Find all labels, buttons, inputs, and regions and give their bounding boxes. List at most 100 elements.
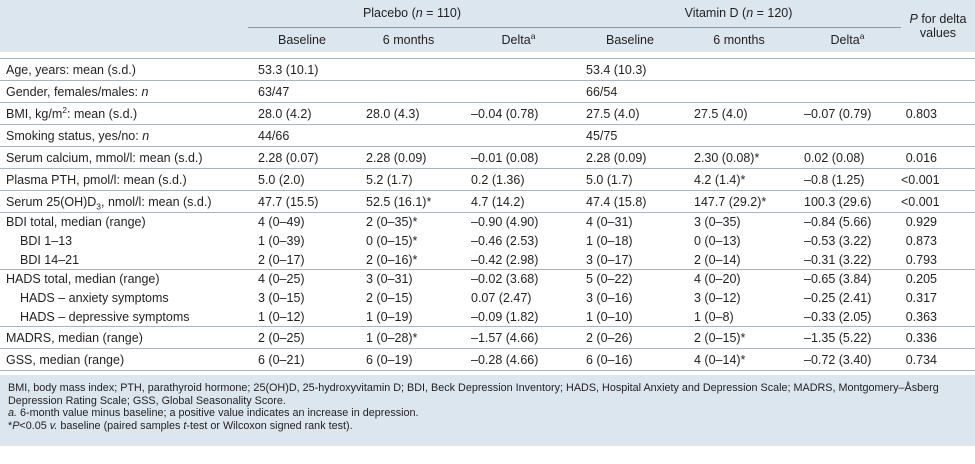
- p-value: 0.793: [901, 250, 975, 270]
- cell-value: –1.57 (4.66): [461, 326, 576, 349]
- text-run: P: [12, 419, 20, 432]
- row-label: Plasma PTH, pmol/l: mean (s.d.): [0, 168, 248, 191]
- cell-value: 3 (0–35): [684, 213, 794, 232]
- cell-value: –0.28 (4.66): [461, 348, 576, 371]
- cell-value: 5.2 (1.7): [356, 168, 461, 191]
- cell-text: <0.001: [901, 172, 940, 187]
- text-run: n: [142, 128, 150, 143]
- table-row: HADS – depressive symptoms 1 (0–12) 1 (0–1…: [0, 307, 975, 327]
- text-run: P: [909, 12, 918, 26]
- cell-value: –0.84 (5.66): [794, 213, 901, 232]
- cell-text: 2.30 (0.08)*: [694, 150, 760, 165]
- cell-text: 2.28 (0.09): [586, 150, 647, 165]
- cell-value: –0.42 (2.98): [461, 250, 576, 270]
- cell-value: 2.28 (0.07): [248, 146, 356, 169]
- cell-text: 100.3 (29.6): [804, 194, 872, 209]
- cell-value: 5 (0–22): [576, 270, 684, 289]
- p-value: 0.929: [901, 213, 975, 232]
- cell-text: 4 (0–14)*: [694, 352, 746, 367]
- table-row: Gender, females/males: n 63/47 66/54: [0, 80, 975, 103]
- cell-text: 5.0 (1.7): [586, 172, 633, 187]
- text-run: BDI 1–13: [20, 234, 73, 248]
- p-value: 0.734: [901, 348, 975, 371]
- cell-text: 66/54: [586, 84, 618, 99]
- cell-value: 27.5 (4.0): [684, 102, 794, 125]
- cell-text: 47.4 (15.8): [586, 194, 647, 209]
- table-row: Serum calcium, mmol/l: mean (s.d.) 2.28 (…: [0, 146, 975, 169]
- row-label: HADS total, median (range): [0, 270, 248, 289]
- cell-text: 2 (0–25): [258, 330, 305, 345]
- subheader: Baseline: [576, 27, 684, 52]
- cell-text: 5.0 (2.0): [258, 172, 305, 187]
- cell-text: 6 (0–19): [366, 352, 413, 367]
- cell-text: 1 (0–10): [586, 309, 633, 324]
- text-run: 6 months: [382, 32, 435, 47]
- cell-text: 0.07 (2.47): [471, 291, 532, 305]
- cell-text: –0.28 (4.66): [471, 352, 539, 367]
- cell-text: 1 (0–18): [586, 234, 633, 248]
- cell-value: 4.2 (1.4)*: [684, 168, 794, 191]
- row-label: BDI total, median (range): [0, 213, 248, 232]
- cell-text: 3 (0–12): [694, 291, 741, 305]
- cell-value: 28.0 (4.3): [356, 102, 461, 125]
- cell-text: 2 (0–35)*: [366, 215, 418, 230]
- text-run: for delta values: [917, 12, 967, 40]
- cell-value: 4 (0–31): [576, 213, 684, 232]
- cell-text: 0.317: [905, 291, 937, 305]
- cell-value: –0.04 (0.78): [461, 102, 576, 125]
- cell-text: 52.5 (16.1)*: [366, 194, 432, 209]
- cell-text: 4 (0–49): [258, 215, 305, 230]
- table-header: Placebo (n = 110) Vitamin D (n = 120) P fo…: [0, 0, 975, 52]
- table-row: Smoking status, yes/no: n 44/66 45/75: [0, 124, 975, 147]
- note: *P<0.05 v. baseline (paired samples t-te…: [8, 420, 967, 433]
- cell-value: 1 (0–19): [356, 307, 461, 327]
- row-label: MADRS, median (range): [0, 326, 248, 349]
- cell-value: 3 (0–16): [576, 289, 684, 308]
- text-run: HADS – anxiety symptoms: [20, 291, 169, 305]
- cell-text: 2 (0–14): [694, 252, 741, 267]
- text-run: a.: [8, 407, 18, 419]
- text-run: -test or Wilcoxon signed rank test).: [186, 419, 353, 432]
- table-row: HADS total, median (range) 4 (0–25) 3 (0–3…: [0, 270, 975, 289]
- header-row: Placebo (n = 110) Vitamin D (n = 120) P fo…: [0, 0, 975, 40]
- cell-text: 2 (0–16)*: [366, 252, 418, 267]
- cell-text: 47.7 (15.5): [258, 194, 319, 209]
- cell-text: 2 (0–26): [586, 330, 633, 345]
- text-run: HADS total, median (range): [6, 272, 160, 287]
- text-run: MADRS, median (range): [6, 330, 143, 345]
- cell-text: –0.07 (0.79): [804, 106, 872, 121]
- row-label: HADS – depressive symptoms: [0, 307, 248, 327]
- subheader: Deltaa: [461, 27, 576, 52]
- cell-value: 3 (0–15): [248, 289, 356, 308]
- cell-text: –0.09 (1.82): [471, 309, 539, 324]
- cell-text: <0.001: [901, 194, 940, 209]
- cell-value: 2 (0–14): [684, 250, 794, 270]
- cell-value: –0.07 (0.79): [794, 102, 901, 125]
- row-label: Serum calcium, mmol/l: mean (s.d.): [0, 146, 248, 169]
- cell-value: –1.35 (5.22): [794, 326, 901, 349]
- cell-value: 4 (0–49): [248, 213, 356, 232]
- cell-text: 2 (0–17): [258, 252, 305, 267]
- cell-text: –0.25 (2.41): [804, 291, 872, 305]
- cell-value: 2 (0–35)*: [356, 213, 461, 232]
- cell-text: 2.28 (0.07): [258, 150, 319, 165]
- cell-text: 27.5 (4.0): [586, 106, 640, 121]
- cell-text: 28.0 (4.3): [366, 106, 420, 121]
- cell-value: 2 (0–26): [576, 326, 684, 349]
- cell-value: –0.31 (3.22): [794, 250, 901, 270]
- cell-value: 4 (0–14)*: [684, 348, 794, 371]
- cell-text: 147.7 (29.2)*: [694, 194, 767, 209]
- cell-value: 45/75: [576, 124, 684, 147]
- cell-text: 4.2 (1.4)*: [694, 172, 746, 187]
- cell-value: 2 (0–17): [248, 250, 356, 270]
- cell-value: [794, 80, 901, 103]
- cell-value: 1 (0–8): [684, 307, 794, 327]
- cell-value: 63/47: [248, 80, 356, 103]
- cell-text: –1.35 (5.22): [804, 330, 872, 345]
- cell-value: –0.46 (2.53): [461, 232, 576, 251]
- cell-value: 5.0 (2.0): [248, 168, 356, 191]
- cell-text: 0.734: [905, 352, 937, 367]
- cell-text: 28.0 (4.2): [258, 106, 312, 121]
- cell-value: 53.4 (10.3): [576, 58, 684, 81]
- cell-text: –0.46 (2.53): [471, 234, 539, 248]
